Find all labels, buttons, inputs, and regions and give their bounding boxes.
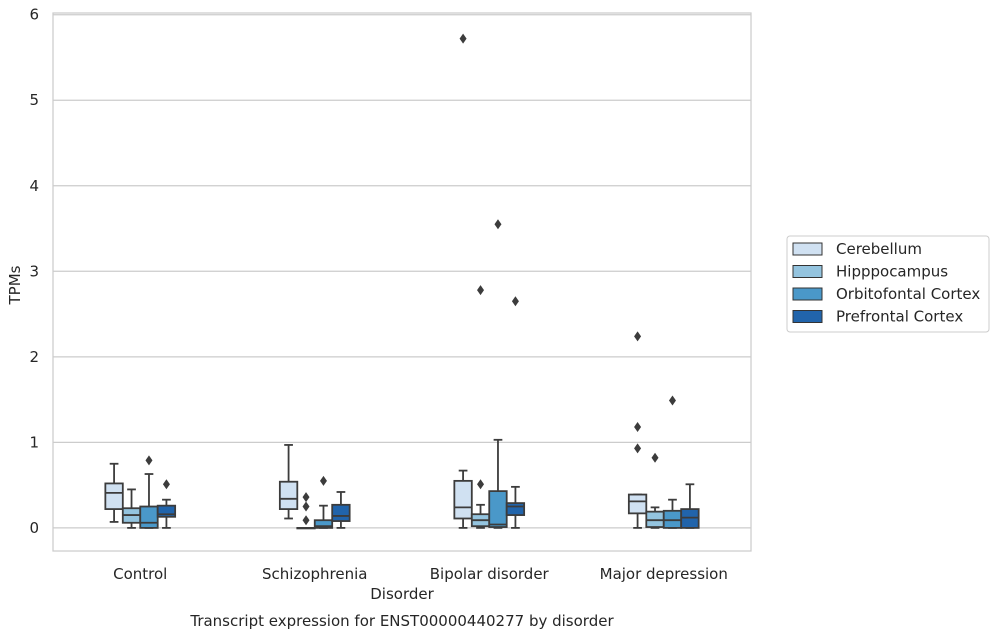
box-cerebellum xyxy=(453,33,473,529)
legend-swatch xyxy=(792,242,823,256)
outlier-point xyxy=(302,492,310,503)
y-tick-label: 1 xyxy=(29,433,39,451)
box-cerebellum xyxy=(627,331,648,529)
y-tick-label: 5 xyxy=(29,91,39,109)
outlier-point xyxy=(651,452,659,463)
outlier-point xyxy=(634,421,642,432)
legend: Cerebellum Hipppocampus Orbitofontal Corte… xyxy=(786,235,990,333)
box-cerebellum xyxy=(104,462,124,523)
x-tick-label: Major depression xyxy=(600,565,728,583)
x-tick-label: Bipolar disorder xyxy=(430,565,550,583)
x-tick-label: Schizophrenia xyxy=(262,565,367,583)
legend-label: Prefrontal Cortex xyxy=(836,308,963,326)
chart-caption: Transcript expression for ENST0000044027… xyxy=(189,612,614,630)
plot-frame xyxy=(52,12,752,552)
outlier-point xyxy=(634,331,642,342)
outlier-point xyxy=(459,33,467,44)
x-tick-labels: Control Schizophrenia Bipolar disorder Majo… xyxy=(113,565,728,583)
legend-frame xyxy=(786,235,990,333)
box-iqr xyxy=(488,490,508,528)
outlier-point xyxy=(511,296,519,307)
outlier-point xyxy=(319,475,327,486)
box-hipppocampus xyxy=(296,492,316,530)
box-prefrontal-cortex xyxy=(680,483,700,529)
outlier-point xyxy=(162,479,170,490)
outlier-point xyxy=(477,479,485,490)
box-prefrontal-cortex xyxy=(505,296,526,529)
x-axis-label: Disorder xyxy=(370,585,434,603)
box-iqr xyxy=(331,503,351,522)
legend-swatch xyxy=(792,287,823,301)
box-prefrontal-cortex xyxy=(156,479,177,529)
box-iqr xyxy=(139,505,159,529)
box-prefrontal-cortex xyxy=(331,491,351,529)
legend-label: Hipppocampus xyxy=(836,263,948,281)
y-tick-label: 4 xyxy=(29,177,39,195)
outlier-point xyxy=(494,219,502,230)
legend-swatch xyxy=(792,265,823,278)
x-tick-label: Control xyxy=(113,565,167,583)
outlier-point xyxy=(302,501,310,512)
y-tick-label: 6 xyxy=(29,6,39,24)
box-orbitofontal-cortex xyxy=(139,455,159,529)
box-iqr xyxy=(313,519,334,529)
legend-label: Cerebellum xyxy=(836,240,922,258)
y-tick-label: 3 xyxy=(29,262,39,280)
box-iqr xyxy=(104,482,124,510)
box-iqr xyxy=(278,480,299,510)
box-iqr xyxy=(627,493,648,515)
outlier-point xyxy=(634,443,642,454)
y-axis-label: TPMs xyxy=(6,265,24,305)
box-iqr xyxy=(156,504,177,518)
y-tick-labels: 0 1 2 3 4 5 6 xyxy=(29,6,39,537)
box-orbitofontal-cortex xyxy=(313,475,334,529)
box-cerebellum xyxy=(278,444,299,520)
outlier-point xyxy=(145,455,153,466)
box-iqr xyxy=(453,479,473,520)
outlier-point xyxy=(302,515,310,526)
legend-label: Orbitofontal Cortex xyxy=(836,285,980,303)
legend-swatch xyxy=(792,310,823,323)
box-iqr xyxy=(505,502,526,516)
y-tick-label: 0 xyxy=(29,519,39,537)
outlier-point xyxy=(668,395,676,406)
box-plots xyxy=(104,33,700,530)
box-orbitofontal-cortex xyxy=(662,395,683,529)
y-tick-label: 2 xyxy=(29,348,39,366)
outlier-point xyxy=(477,285,485,296)
